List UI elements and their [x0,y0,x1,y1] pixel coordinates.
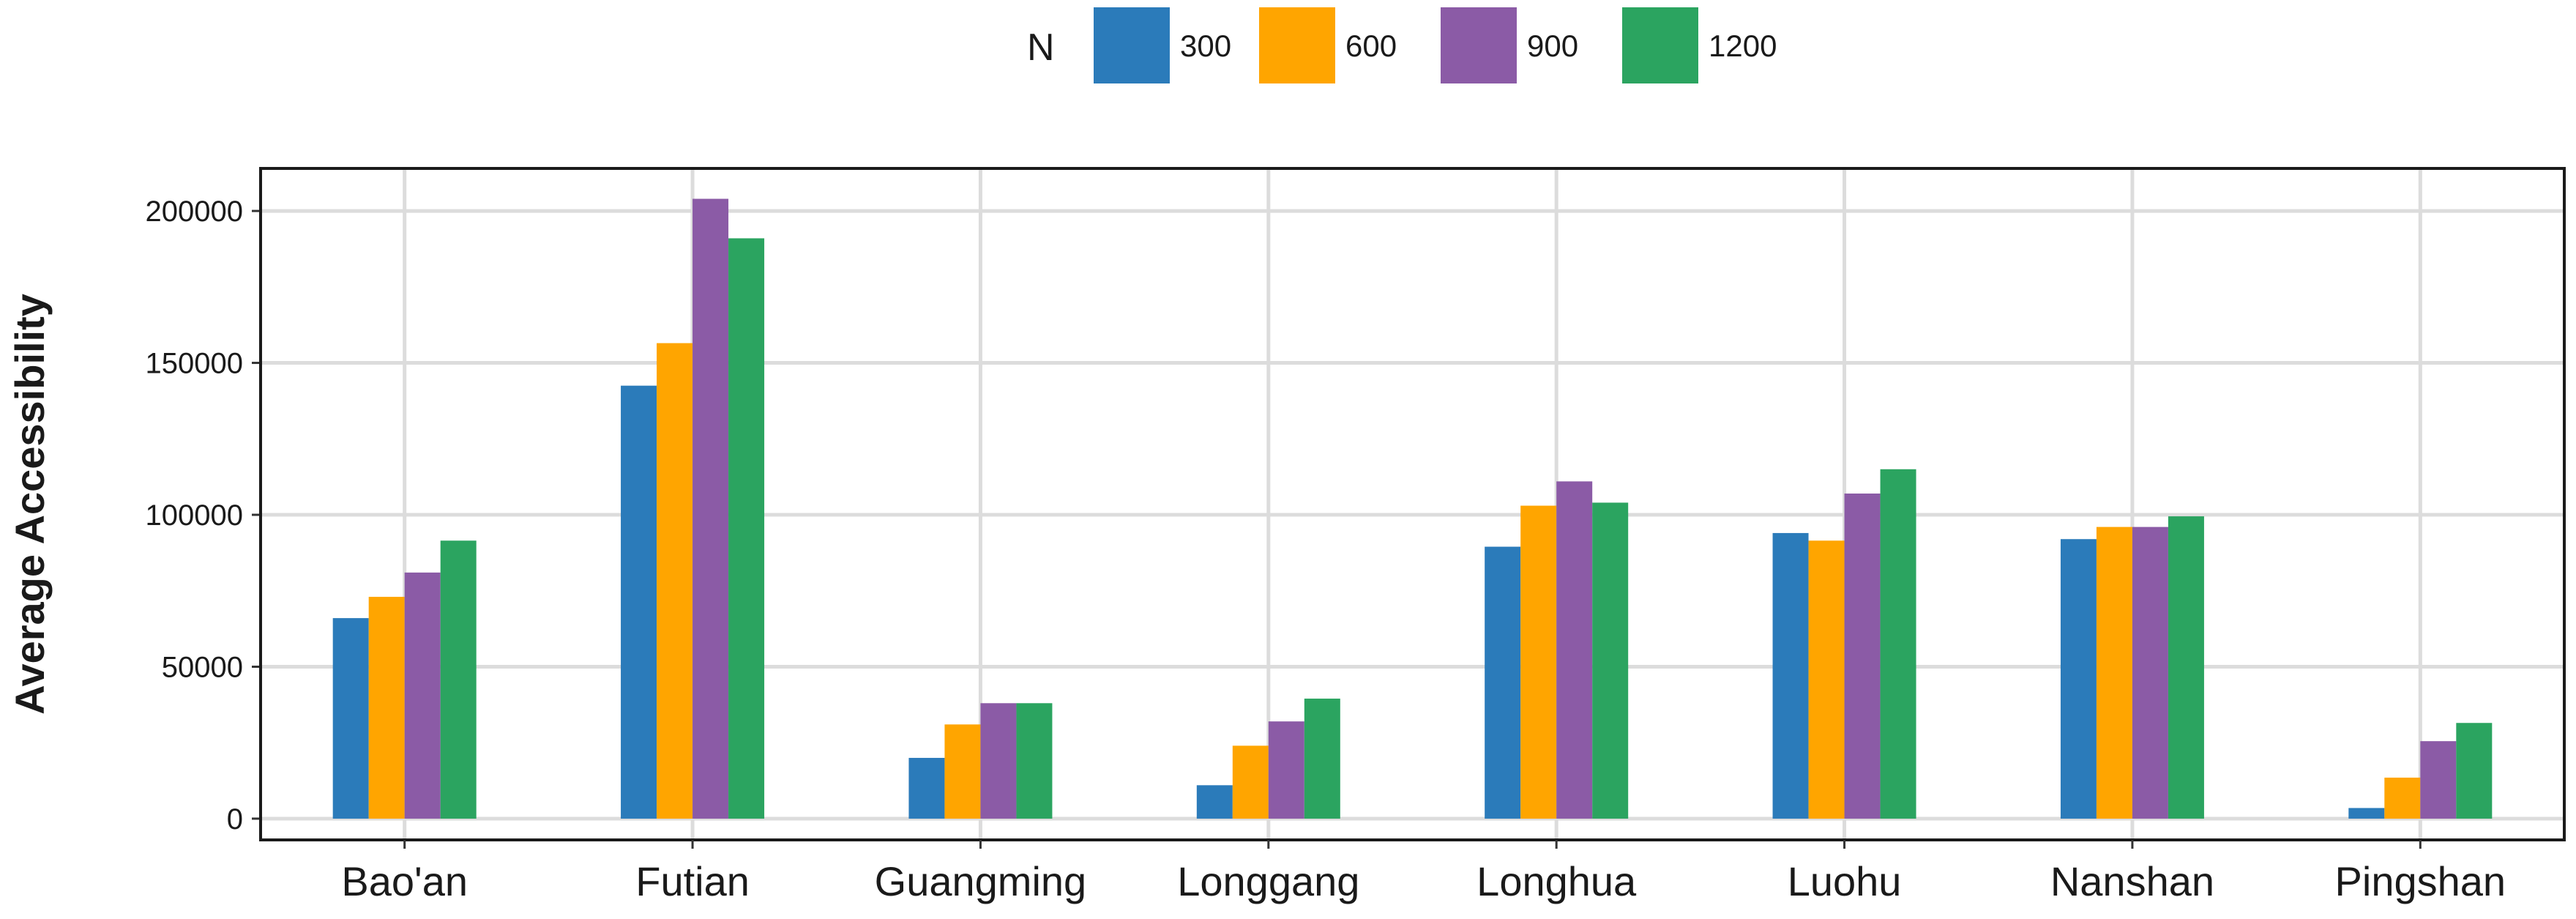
bar-900 [1844,493,1881,819]
bar-1200 [440,540,477,819]
legend-key-1200 [1622,7,1698,83]
bar-900 [2132,527,2168,819]
bar-300 [908,757,945,819]
bar-900 [1268,721,1304,819]
legend-label: 900 [1527,29,1578,63]
plot-border [259,167,2566,841]
bar-1200 [1304,699,1340,819]
y-tick-label: 150000 [146,348,243,380]
x-tick-label: Longgang [1177,858,1359,904]
legend-key-900 [1441,7,1517,83]
bar-300 [2060,539,2097,819]
y-axis-label-group: Average Accessibility [7,294,53,715]
bar-1200 [2168,516,2204,819]
bar-600 [1808,540,1845,819]
bar-900 [1556,481,1593,819]
legend-key-600 [1259,7,1335,83]
bar-600 [657,343,693,819]
y-tick-label: 0 [227,803,243,836]
y-axis-label: Average Accessibility [7,294,53,715]
legend-title: N [1027,26,1055,69]
bar-300 [2348,808,2385,819]
bar-1200 [1880,469,1916,819]
plot-background [261,168,2564,840]
legend-label: 1200 [1709,29,1777,63]
x-tick-label: Futian [635,858,750,904]
x-tick-label: Nanshan [2050,858,2214,904]
bar-900 [2420,741,2457,819]
bar-900 [980,703,1017,819]
bar-1200 [2456,723,2493,819]
x-tick-label: Pingshan [2335,858,2506,904]
bar-1200 [728,238,765,819]
plot-area: 0 50000 100000 150000 200000 Bao'an Futian Guan… [146,167,2566,904]
y-tick-label: 50000 [162,651,243,683]
bar-300 [1196,785,1233,819]
y-tick-label: 100000 [146,499,243,532]
x-tick-label: Luohu [1788,858,1902,904]
bar-300 [621,385,657,819]
y-tick-label: 200000 [146,196,243,228]
bar-600 [2384,777,2421,819]
legend-key-300 [1094,7,1170,83]
bar-300 [1485,546,1521,819]
bar-1200 [1592,502,1629,819]
bar-600 [368,597,405,819]
legend-label: 600 [1345,29,1397,63]
x-tick-label: Bao'an [341,858,468,904]
x-tick-label: Guangming [875,858,1087,904]
bar-600 [1232,745,1269,819]
legend: N 300 600 900 1200 [1027,7,1777,83]
bar-900 [404,572,441,819]
bar-300 [332,618,369,819]
bar-600 [1520,505,1557,819]
legend-label: 300 [1180,29,1231,63]
bar-1200 [1016,703,1053,819]
bar-600 [2096,527,2132,819]
bar-900 [692,198,729,819]
x-tick-label: Longhua [1476,858,1637,904]
bar-300 [1772,532,1809,819]
bar-600 [944,724,981,819]
